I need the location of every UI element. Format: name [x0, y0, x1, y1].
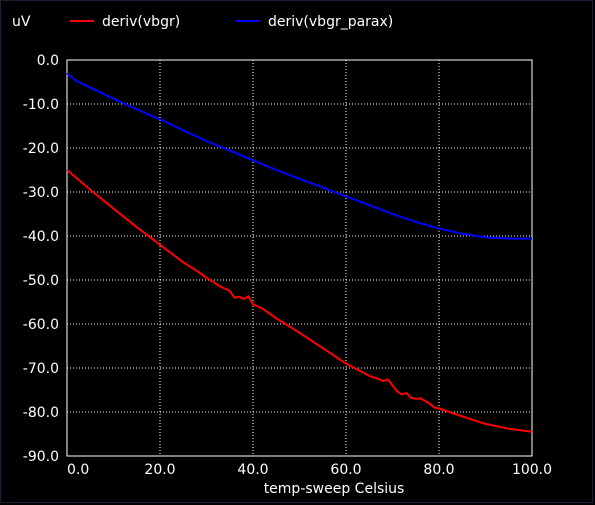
y-tick-label: -90.0 [23, 449, 59, 465]
x-tick-label: 100.0 [512, 462, 552, 478]
y-tick-label: -20.0 [23, 141, 59, 157]
y-tick-label: -70.0 [23, 361, 59, 377]
x-tick-label: 0.0 [67, 462, 89, 478]
x-tick-label: 40.0 [237, 462, 268, 478]
y-tick-label: -60.0 [23, 317, 59, 333]
y-tick-label: -10.0 [23, 97, 59, 113]
plot-area-border [66, 59, 533, 457]
series-layer [66, 72, 533, 433]
y-tick-label: -40.0 [23, 229, 59, 245]
y-tick-label: -30.0 [23, 185, 59, 201]
x-tick-label: 60.0 [330, 462, 361, 478]
x-tick-label: 20.0 [144, 462, 175, 478]
grid-lines [67, 60, 532, 456]
series-line-deriv-vbgr [66, 169, 533, 433]
y-tick-label: -80.0 [23, 405, 59, 421]
legend-label-deriv-vbgr-parax: deriv(vbgr_parax) [268, 14, 393, 30]
legend-label-deriv-vbgr: deriv(vbgr) [102, 14, 180, 30]
tick-labels: 0.0 20.0 40.0 60.0 80.0 100.0 0.0 -10.0 -20.0 -30… [23, 53, 552, 478]
y-tick-label: -50.0 [23, 273, 59, 289]
y-tick-label: 0.0 [37, 53, 59, 69]
x-tick-label: 80.0 [423, 462, 454, 478]
series-line-deriv-vbgr-parax [66, 72, 532, 240]
y-axis-label: uV [12, 14, 31, 30]
x-axis-label: temp-sweep Celsius [264, 481, 405, 497]
